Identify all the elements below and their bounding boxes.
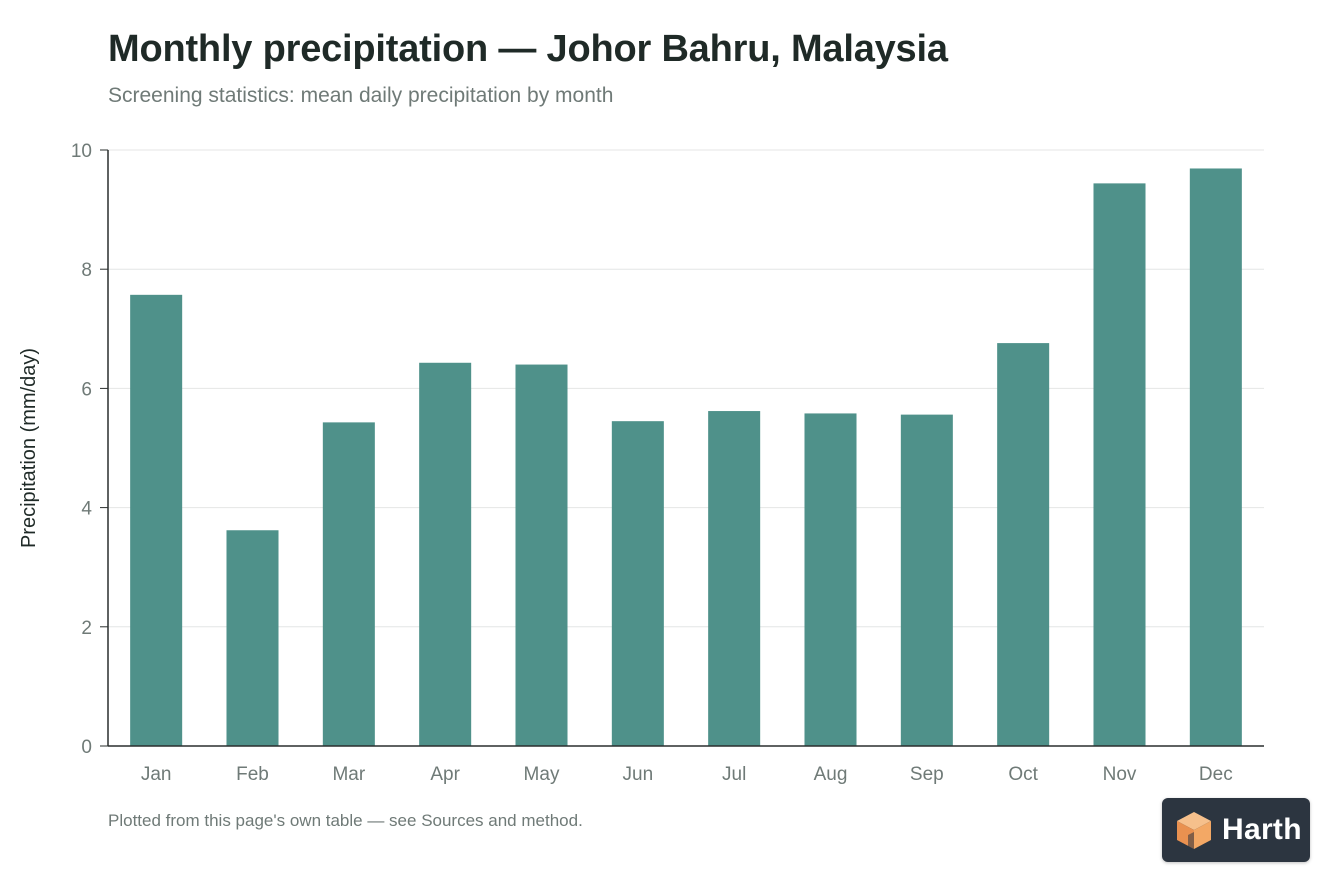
x-tick-label: Mar (332, 764, 365, 785)
bar-may (515, 364, 568, 746)
y-tick-label: 0 (81, 737, 92, 758)
bar-oct (997, 343, 1050, 746)
x-tick-label: Aug (814, 764, 848, 785)
x-tick-label: Nov (1103, 764, 1137, 785)
y-tick-label: 2 (81, 618, 92, 639)
bars (130, 168, 1242, 747)
bar-chart: 0 2 4 6 8 10 Jan Feb Mar Apr May Jun Jul Aug Sep Oct Nov… (18, 141, 1264, 785)
x-tick-label: May (524, 764, 560, 785)
chart-subtitle: Screening statistics: mean daily precipi… (108, 84, 614, 107)
bar-jan (130, 294, 183, 746)
harth-badge-label: Harth (1222, 813, 1302, 846)
y-tick-label: 8 (81, 260, 92, 281)
bar-apr (419, 362, 472, 746)
x-tick-label: Jan (141, 764, 172, 785)
bar-feb (226, 530, 279, 746)
tick-labels: 0 2 4 6 8 10 Jan Feb Mar Apr May Jun Jul Aug Sep Oct Nov… (71, 141, 1233, 785)
x-tick-label: Dec (1199, 764, 1233, 785)
bar-sep (900, 414, 953, 746)
x-tick-label: Jun (623, 764, 654, 785)
bar-nov (1093, 183, 1146, 747)
y-axis-label: Precipitation (mm/day) (18, 348, 40, 548)
y-tick-label: 4 (81, 499, 92, 520)
harth-badge[interactable]: Harth (1162, 798, 1310, 862)
x-tick-label: Apr (430, 764, 460, 785)
x-tick-label: Oct (1008, 764, 1038, 785)
bar-mar (322, 422, 375, 746)
y-tick-label: 10 (71, 141, 92, 162)
x-tick-label: Feb (236, 764, 269, 785)
x-tick-label: Sep (910, 764, 944, 785)
chart-title: Monthly precipitation — Johor Bahru, Mal… (108, 28, 948, 70)
grid-lines (108, 149, 1264, 628)
axes (100, 149, 1264, 747)
bar-dec (1189, 168, 1242, 746)
footer-note: Plotted from this page's own table — see… (108, 811, 583, 830)
x-tick-label: Jul (722, 764, 746, 785)
bar-jul (708, 411, 761, 746)
bar-aug (804, 413, 857, 746)
y-tick-label: 6 (81, 379, 92, 400)
harth-logo-icon (1177, 812, 1211, 849)
bar-jun (611, 421, 664, 746)
